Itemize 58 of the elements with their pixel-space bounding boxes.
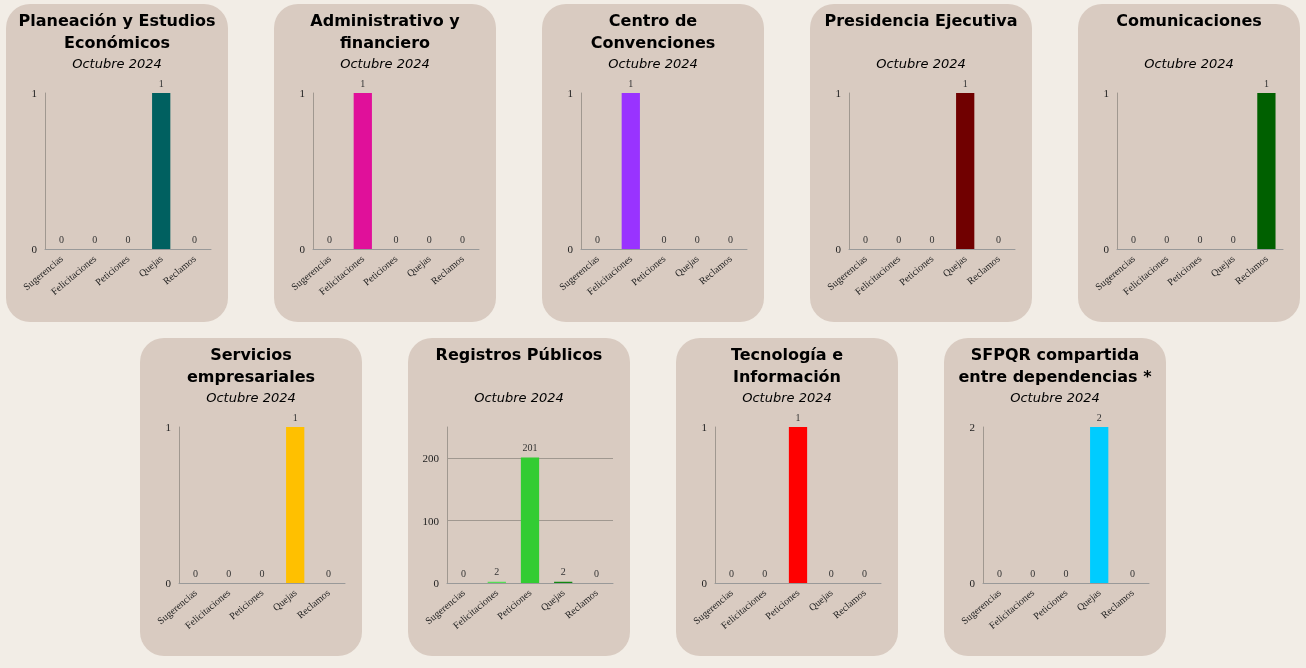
data-label: 0 — [729, 567, 735, 579]
chart-title: Comunicaciones — [1116, 10, 1262, 32]
data-label: 0 — [59, 233, 65, 245]
data-label: 0 — [125, 233, 131, 245]
data-label: 0 — [325, 567, 331, 579]
data-label: 0 — [1131, 233, 1137, 245]
chart-subtitle: Octubre 2024 — [608, 56, 698, 71]
chart-title: Planeación y Estudios Económicos — [17, 10, 217, 54]
data-label: 0 — [661, 233, 667, 245]
data-label: 0 — [193, 567, 199, 579]
data-label: 201 — [522, 442, 538, 454]
y-tick-label: 200 — [422, 452, 440, 465]
data-label: 0 — [896, 233, 902, 245]
chart-title: SFPQR compartida entre dependencias * — [957, 344, 1153, 388]
data-label: 2 — [494, 566, 500, 578]
data-label: 0 — [595, 233, 601, 245]
chart-subtitle: Octubre 2024 — [340, 56, 430, 71]
data-label: 0 — [1063, 567, 1069, 579]
data-label: 0 — [863, 233, 869, 245]
data-label: 0 — [259, 567, 265, 579]
data-label: 0 — [1164, 233, 1170, 245]
data-label: 1 — [1263, 77, 1269, 89]
data-label: 0 — [1230, 233, 1236, 245]
data-label: 0 — [226, 567, 232, 579]
data-label: 1 — [628, 77, 634, 89]
chart-title: Servicios empresariales — [185, 344, 317, 388]
data-label: 0 — [459, 233, 465, 245]
chart-subtitle: Octubre 2024 — [876, 56, 966, 71]
chart-subtitle: Octubre 2024 — [1010, 390, 1100, 405]
chart-title: Administrativo y financiero — [309, 10, 461, 54]
data-label: 0 — [995, 233, 1001, 245]
data-label: 0 — [762, 567, 768, 579]
chart-subtitle: Octubre 2024 — [1144, 56, 1234, 71]
data-label: 0 — [393, 233, 399, 245]
data-label: 1 — [360, 77, 366, 89]
data-label: 0 — [1030, 567, 1036, 579]
data-label: 0 — [461, 567, 467, 579]
data-label: 0 — [1129, 567, 1135, 579]
data-label: 0 — [327, 233, 333, 245]
y-tick-label: 0 — [433, 577, 440, 589]
data-label: 0 — [861, 567, 867, 579]
chart-subtitle: Octubre 2024 — [72, 56, 162, 71]
chart-title: Tecnología e Información — [729, 344, 845, 388]
chart-title: Centro de Convenciones — [589, 10, 717, 54]
data-label: 0 — [929, 233, 935, 245]
y-tick-label: 100 — [422, 514, 440, 527]
chart-subtitle: Octubre 2024 — [474, 390, 564, 405]
data-label: 0 — [593, 567, 599, 579]
chart-title: Registros Públicos — [435, 344, 603, 366]
chart-subtitle: Octubre 2024 — [742, 390, 832, 405]
data-label: 0 — [997, 567, 1003, 579]
chart-subtitle: Octubre 2024 — [206, 390, 296, 405]
data-label: 0 — [727, 233, 733, 245]
data-label: 1 — [795, 411, 801, 423]
data-label: 0 — [191, 233, 197, 245]
chart-title: Presidencia Ejecutiva — [824, 10, 1018, 32]
data-label: 0 — [1197, 233, 1203, 245]
data-label: 0 — [92, 233, 98, 245]
